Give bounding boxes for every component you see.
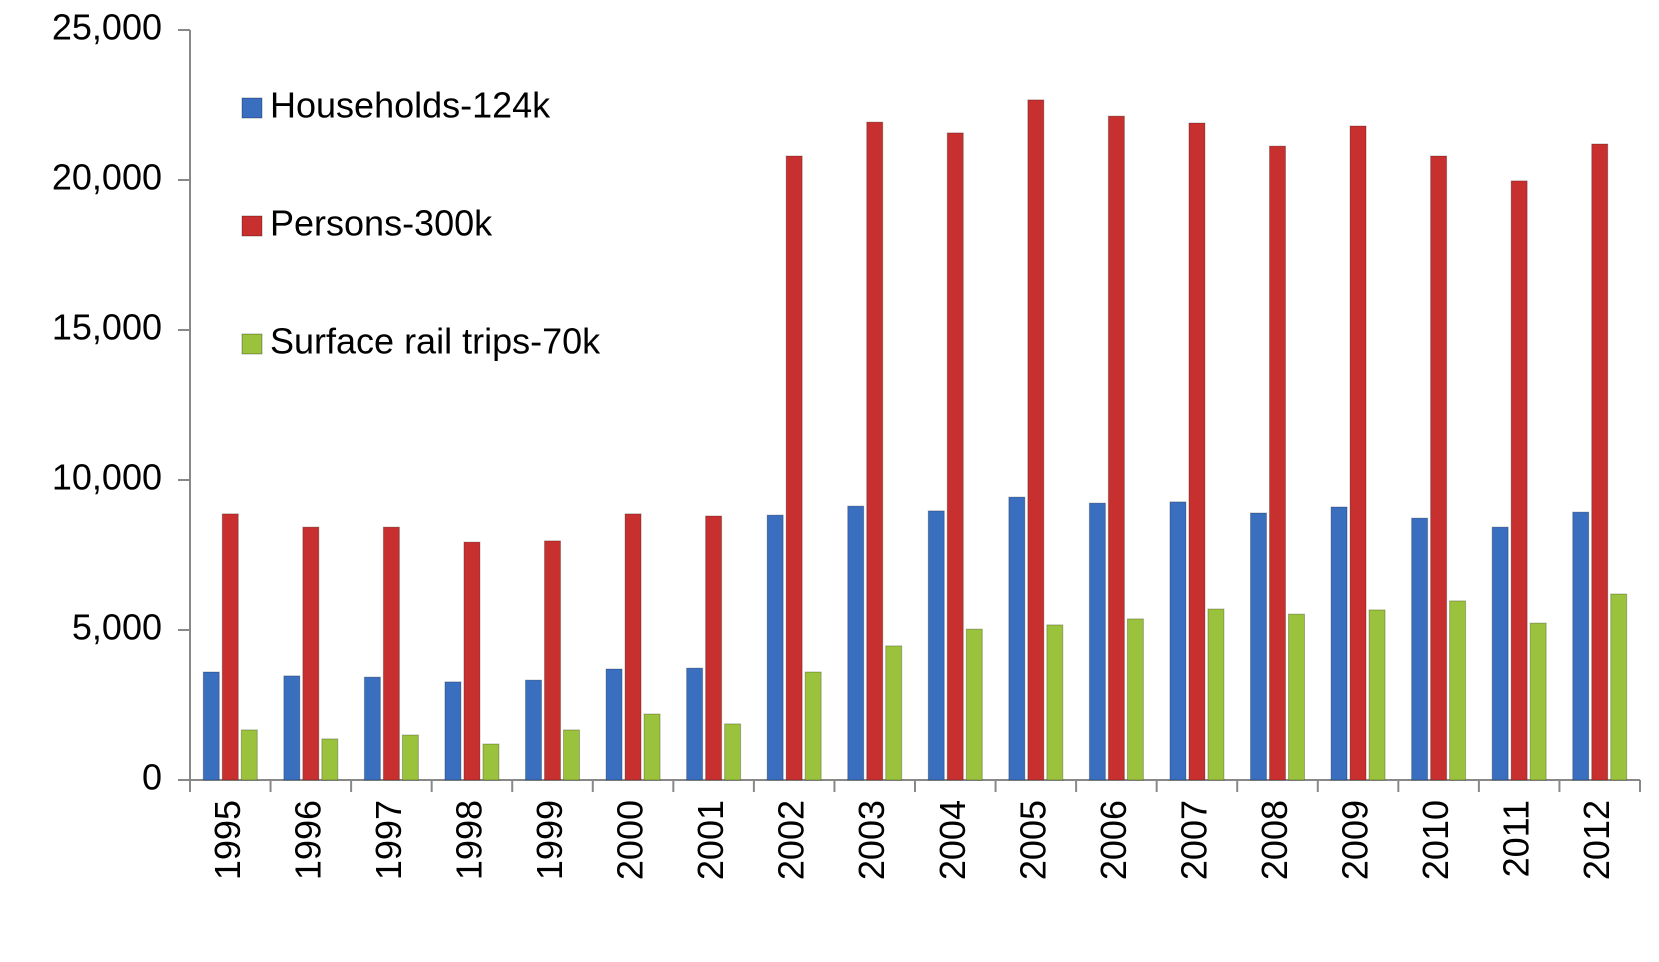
bar <box>1250 512 1267 781</box>
x-tick-label: 2002 <box>771 800 812 880</box>
y-tick-label: 15,000 <box>52 307 162 348</box>
bar <box>1330 506 1348 781</box>
bar <box>866 121 884 781</box>
bar <box>1529 622 1547 781</box>
bar <box>724 723 742 781</box>
bar <box>1572 511 1590 781</box>
bar <box>1269 145 1286 781</box>
legend-label: Households-124k <box>270 85 551 126</box>
x-tick-label: 2010 <box>1415 800 1456 880</box>
bar <box>1449 600 1467 781</box>
x-tick-label: 2008 <box>1254 800 1295 880</box>
bar <box>1169 501 1187 781</box>
bar <box>525 679 542 781</box>
bar <box>563 729 580 781</box>
y-tick-label: 20,000 <box>52 157 162 198</box>
bar <box>544 540 561 781</box>
y-tick-label: 5,000 <box>72 607 162 648</box>
x-tick-label: 2006 <box>1093 800 1134 880</box>
bar <box>1610 593 1628 781</box>
bar <box>463 541 481 781</box>
bar <box>1207 608 1225 781</box>
legend-swatch <box>241 215 263 237</box>
y-tick-label: 25,000 <box>52 7 162 48</box>
bar <box>643 713 661 781</box>
bar <box>1188 122 1206 781</box>
x-tick-label: 1997 <box>368 800 409 880</box>
legend-swatch <box>241 333 263 355</box>
bar <box>283 675 301 781</box>
x-tick-label: 1999 <box>529 800 570 880</box>
x-tick-label: 2011 <box>1496 800 1537 877</box>
bar <box>847 505 865 781</box>
bar <box>1411 517 1429 781</box>
bar <box>1088 502 1106 781</box>
bar <box>1027 99 1045 781</box>
bar <box>605 668 623 781</box>
bar <box>401 734 419 781</box>
bar <box>766 514 784 781</box>
bar <box>321 738 339 781</box>
bar <box>1591 143 1609 781</box>
bar <box>221 513 239 781</box>
x-tick-label: 2001 <box>690 800 731 880</box>
x-tick-label: 1995 <box>207 800 248 880</box>
bar <box>363 676 381 781</box>
bar <box>1126 618 1144 781</box>
bar <box>927 510 945 781</box>
bar <box>444 681 462 781</box>
bar <box>382 526 400 781</box>
bar <box>686 667 704 781</box>
y-tick-label: 0 <box>142 757 162 798</box>
bar <box>1349 125 1367 781</box>
bar <box>302 526 320 781</box>
bar <box>1430 155 1448 781</box>
bar <box>885 645 903 781</box>
bar <box>946 132 964 781</box>
bar <box>1107 115 1125 781</box>
x-tick-label: 2005 <box>1012 800 1053 880</box>
x-tick-label: 2003 <box>851 800 892 880</box>
bar <box>482 743 500 781</box>
bar <box>1046 624 1064 781</box>
x-tick-label: 2007 <box>1173 800 1214 880</box>
y-tick-label: 10,000 <box>52 457 162 498</box>
bar <box>804 671 822 781</box>
legend-swatch <box>241 97 263 119</box>
x-tick-label: 1996 <box>287 800 328 880</box>
bar <box>705 515 723 781</box>
bar <box>202 671 220 781</box>
bar <box>1288 613 1305 781</box>
x-tick-label: 2000 <box>610 800 651 880</box>
x-tick-label: 1998 <box>448 800 489 880</box>
bar <box>1491 526 1509 781</box>
x-tick-label: 2009 <box>1335 800 1376 880</box>
x-tick-label: 2012 <box>1576 800 1617 880</box>
legend-label: Persons-300k <box>270 203 493 244</box>
bar <box>624 513 642 781</box>
legend-label: Surface rail trips-70k <box>270 321 601 362</box>
bar <box>785 155 803 781</box>
bar <box>1510 180 1528 781</box>
bar <box>1368 609 1386 781</box>
x-tick-label: 2004 <box>932 800 973 880</box>
bar <box>1008 496 1026 781</box>
bar <box>965 628 983 781</box>
bar <box>240 729 258 781</box>
